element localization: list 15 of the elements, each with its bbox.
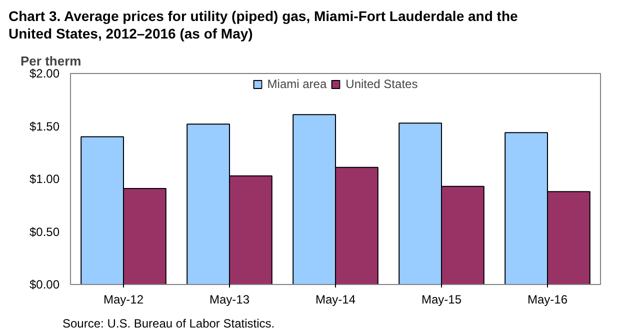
y-tick-label: $1.50: [29, 119, 60, 134]
y-tick-label: $0.00: [29, 278, 60, 292]
legend-label: United States: [346, 77, 418, 91]
x-tick-label: May-12: [103, 292, 144, 306]
y-axis-title: Per therm: [20, 54, 82, 68]
x-tick-label: May-15: [421, 292, 462, 306]
chart-title: Chart 3. Average prices for utility (piped) gas, Miami-Fort Lauderdale and the United States, 2012–2016 (as of May): [8, 8, 518, 42]
y-tick-label: $2.00: [29, 66, 60, 80]
source-note: Source: U.S. Bureau of Labor Statistics.: [62, 316, 275, 330]
legend-label: Miami area: [267, 77, 327, 91]
y-tick-label: $0.50: [29, 224, 60, 239]
x-tick-label: May-14: [315, 292, 356, 306]
y-tick-label: $1.00: [29, 172, 60, 186]
x-tick-label: May-16: [527, 292, 568, 306]
x-tick-label: May-13: [209, 292, 250, 306]
